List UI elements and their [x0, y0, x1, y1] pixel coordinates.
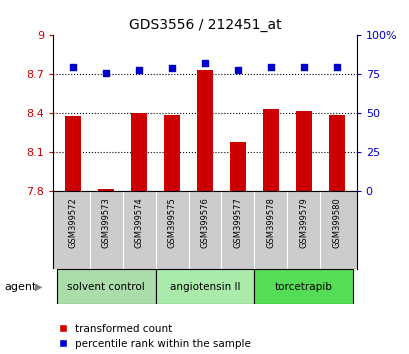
Bar	[262, 109, 279, 191]
Text: angiotensin II: angiotensin II	[169, 282, 240, 292]
Point	[169, 65, 175, 71]
Point	[103, 70, 109, 76]
Bar	[196, 70, 213, 191]
Point	[234, 67, 240, 73]
Point	[333, 64, 339, 69]
Bar	[295, 111, 311, 191]
Text: GSM399573: GSM399573	[101, 198, 110, 248]
Text: GSM399578: GSM399578	[266, 198, 275, 248]
Bar	[229, 142, 246, 191]
Point	[267, 64, 274, 69]
Text: agent: agent	[4, 282, 36, 292]
Bar	[254, 269, 353, 304]
Bar	[56, 269, 155, 304]
Text: GSM399577: GSM399577	[233, 198, 242, 248]
Text: solvent control: solvent control	[67, 282, 145, 292]
Point	[70, 64, 76, 69]
Text: ▶: ▶	[35, 282, 42, 292]
Text: torcetrapib: torcetrapib	[274, 282, 332, 292]
Point	[300, 64, 306, 69]
Text: GSM399574: GSM399574	[134, 198, 143, 248]
Bar	[65, 116, 81, 191]
Point	[201, 61, 208, 66]
Bar	[163, 115, 180, 191]
Text: GSM399576: GSM399576	[200, 198, 209, 248]
Legend: transformed count, percentile rank within the sample: transformed count, percentile rank withi…	[58, 324, 250, 349]
Point	[135, 67, 142, 73]
Text: GSM399575: GSM399575	[167, 198, 176, 248]
Bar	[328, 115, 344, 191]
Bar	[155, 269, 254, 304]
Text: GSM399572: GSM399572	[68, 198, 77, 248]
Title: GDS3556 / 212451_at: GDS3556 / 212451_at	[128, 18, 281, 32]
Text: GSM399579: GSM399579	[299, 198, 308, 248]
Text: GSM399580: GSM399580	[332, 198, 341, 248]
Bar	[98, 189, 114, 191]
Bar	[130, 113, 147, 191]
